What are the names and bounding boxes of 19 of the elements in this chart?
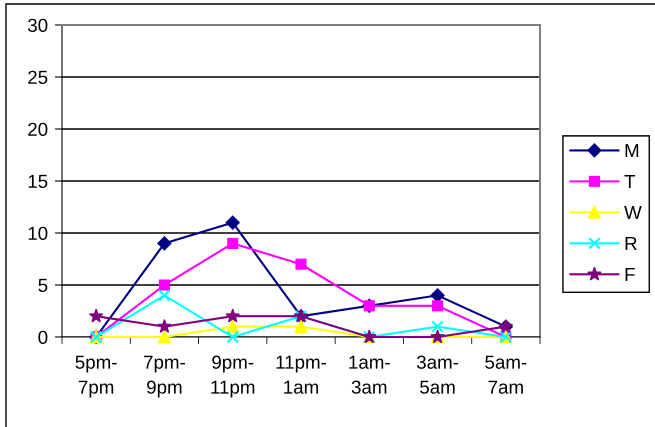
x-tick-label: 7pm- 9pm	[144, 356, 185, 398]
x-tick-label: 5am- 7am	[485, 356, 526, 394]
x-tick-label: 3am- 5am	[416, 356, 458, 394]
legend-label: M	[626, 144, 638, 157]
y-tick-label: 5	[38, 278, 48, 292]
x-tick-label: 9pm- 11pm	[211, 356, 254, 398]
legend-label: F	[626, 268, 635, 281]
y-tick-label: 30	[28, 18, 48, 32]
y-tick-label: 20	[28, 122, 48, 136]
legend-label: W	[624, 206, 642, 219]
x-tick-label: 5pm- 7pm	[76, 356, 117, 398]
legend-label: R	[626, 237, 637, 250]
x-tick-label: 1am- 3am	[349, 356, 390, 394]
legend-label: T	[624, 175, 636, 188]
x-tick-label: 11pm- 1am	[276, 356, 326, 394]
y-tick-label: 10	[28, 226, 48, 240]
y-tick-label: 15	[28, 174, 48, 188]
y-tick-label: 0	[38, 330, 48, 344]
y-tick-label: 25	[28, 70, 48, 84]
